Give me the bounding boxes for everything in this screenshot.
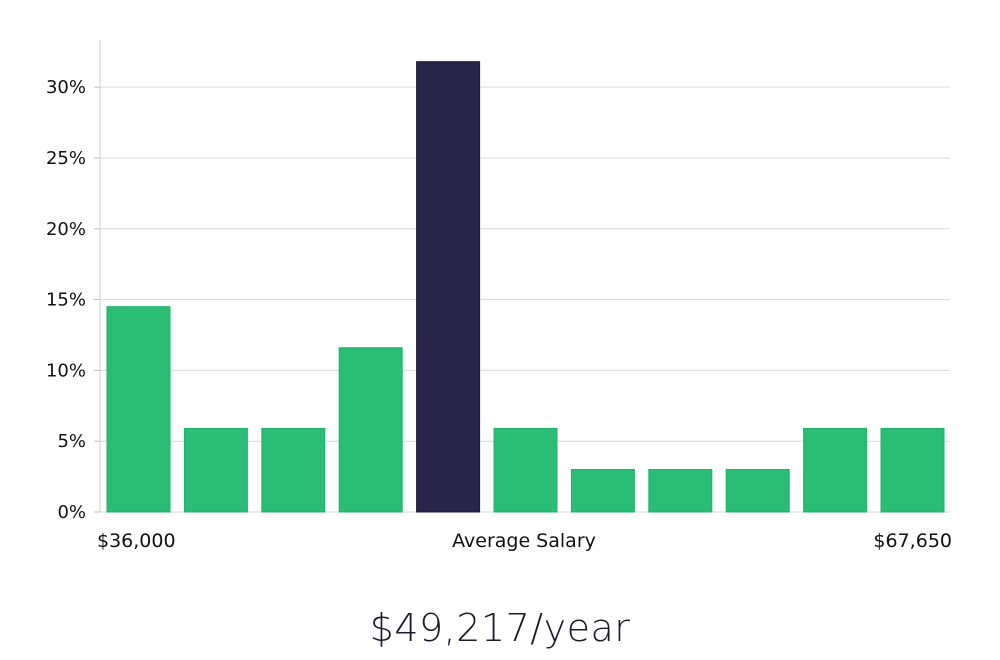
bar <box>493 427 558 513</box>
y-tick-label: 15% <box>46 290 86 311</box>
bar <box>106 306 171 513</box>
bar <box>338 347 403 513</box>
average-salary-value: $49,217/year <box>369 606 631 650</box>
bar <box>648 469 713 513</box>
x-label-min-salary: $36,000 <box>97 530 176 552</box>
y-tick-label: 5% <box>57 431 86 452</box>
bars <box>106 61 945 513</box>
bar <box>803 427 868 513</box>
y-tick-label: 20% <box>46 219 86 240</box>
y-axis-ticks: 0% 5% 10% 15% 20% 25% 30% <box>46 77 86 523</box>
bar <box>570 469 635 513</box>
bar-average-salary <box>416 61 481 513</box>
bar <box>880 427 945 513</box>
y-tick-label: 10% <box>46 360 86 381</box>
x-label-average-salary: Average Salary <box>452 530 596 552</box>
bar <box>725 469 790 513</box>
bar <box>183 427 248 513</box>
salary-histogram: 0% 5% 10% 15% 20% 25% 30% $36,000 Average Sala… <box>46 40 952 552</box>
y-tick-label: 30% <box>46 77 86 98</box>
x-label-max-salary: $67,650 <box>873 530 952 552</box>
y-tick-label: 0% <box>57 502 86 523</box>
bar <box>261 427 326 513</box>
y-tick-label: 25% <box>46 148 86 169</box>
